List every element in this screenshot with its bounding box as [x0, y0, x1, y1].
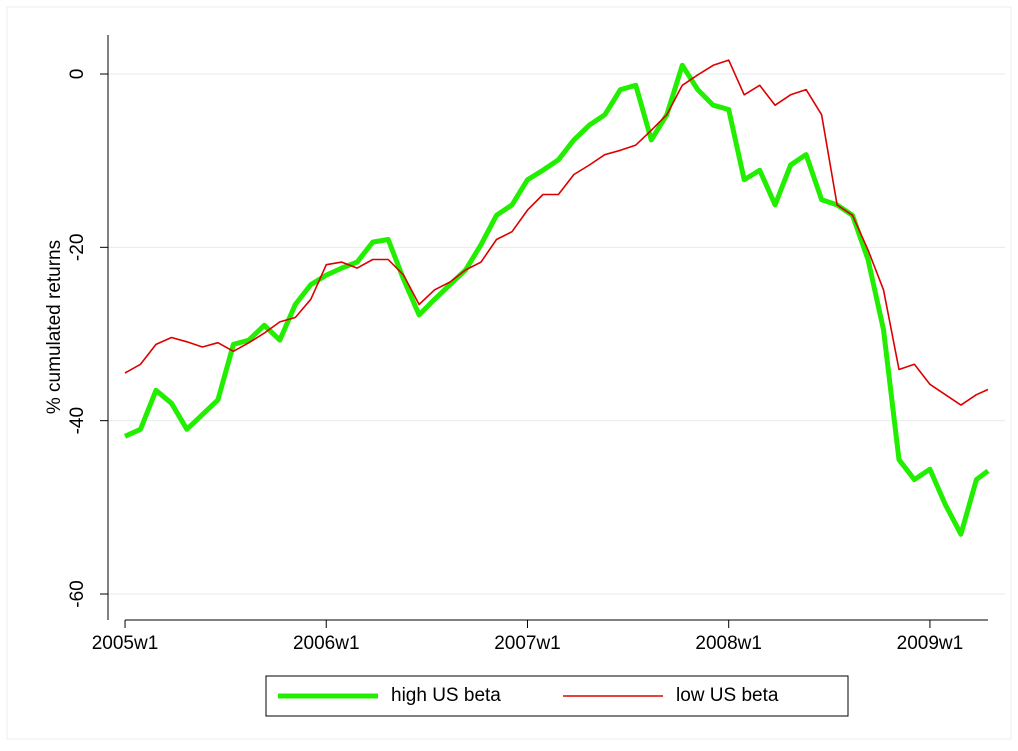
x-tick-label: 2008w1 [695, 633, 762, 654]
y-axis-label: % cumulated returns [44, 240, 65, 414]
x-tick-label: 2007w1 [494, 633, 561, 654]
y-tick-label: -40 [67, 407, 88, 434]
legend-label: low US beta [676, 685, 779, 706]
y-tick-label: -60 [67, 580, 88, 607]
y-tick-label: -20 [67, 234, 88, 261]
y-tick-label: 0 [67, 69, 88, 80]
series-line [124, 59, 989, 406]
x-tick-label: 2005w1 [92, 633, 159, 654]
x-tick-label: 2009w1 [897, 633, 964, 654]
x-tick-label: 2006w1 [293, 633, 360, 654]
graph-region [6, 6, 1012, 740]
legend-label: high US beta [391, 685, 501, 706]
